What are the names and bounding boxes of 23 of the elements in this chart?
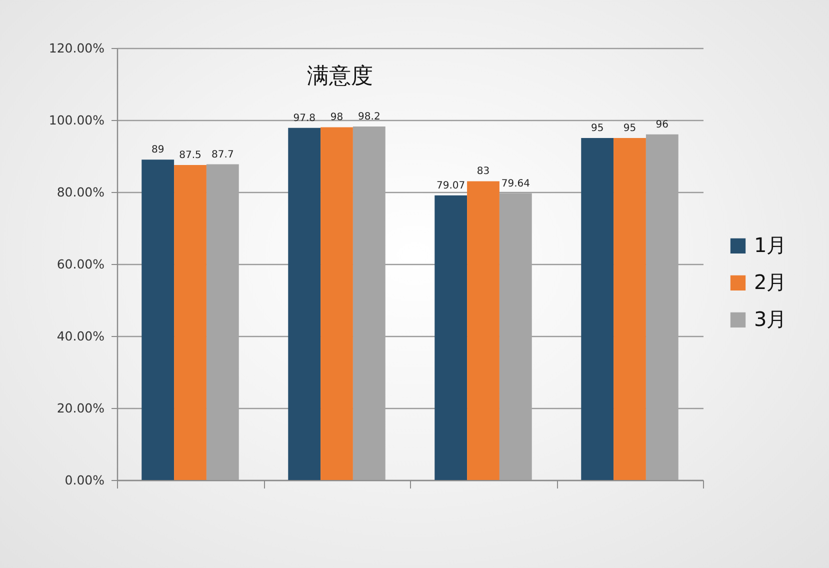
data-label: 79.07 (436, 180, 466, 192)
y-tick-label: 120.00% (48, 40, 105, 56)
y-tick-label: 0.00% (64, 472, 105, 488)
legend-label: 1月 (754, 232, 787, 257)
legend-label: 2月 (754, 270, 787, 294)
y-tick-label: 20.00% (56, 400, 105, 416)
data-label: 87.5 (179, 150, 202, 161)
data-label: 89 (151, 144, 164, 156)
data-label: 97.8 (293, 112, 316, 124)
y-tick-label: 60.00% (56, 256, 105, 272)
text: 满意度 (307, 64, 373, 89)
data-label: 79.64 (501, 178, 530, 190)
data-label: 95 (590, 123, 604, 134)
data-label: 98 (330, 112, 344, 124)
y-tick-label: 80.00% (56, 184, 105, 200)
data-label: 98.2 (358, 111, 380, 122)
data-label: 96 (656, 119, 669, 130)
data-label: 95 (623, 123, 636, 134)
data-label: 83 (476, 166, 490, 178)
data-label: 87.7 (212, 149, 234, 160)
y-tick-label: 100.00% (48, 112, 105, 128)
y-tick-label: 40.00% (56, 328, 105, 344)
legend-label: 3月 (754, 306, 787, 331)
